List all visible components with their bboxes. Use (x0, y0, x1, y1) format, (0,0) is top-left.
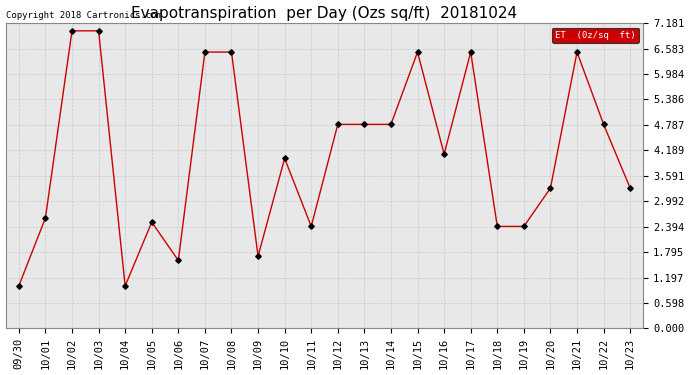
Text: Copyright 2018 Cartronics.com: Copyright 2018 Cartronics.com (6, 11, 161, 20)
Title: Evapotranspiration  per Day (Ozs sq/ft)  20181024: Evapotranspiration per Day (Ozs sq/ft) 2… (132, 6, 518, 21)
Legend: ET  (0z/sq  ft): ET (0z/sq ft) (552, 28, 639, 43)
